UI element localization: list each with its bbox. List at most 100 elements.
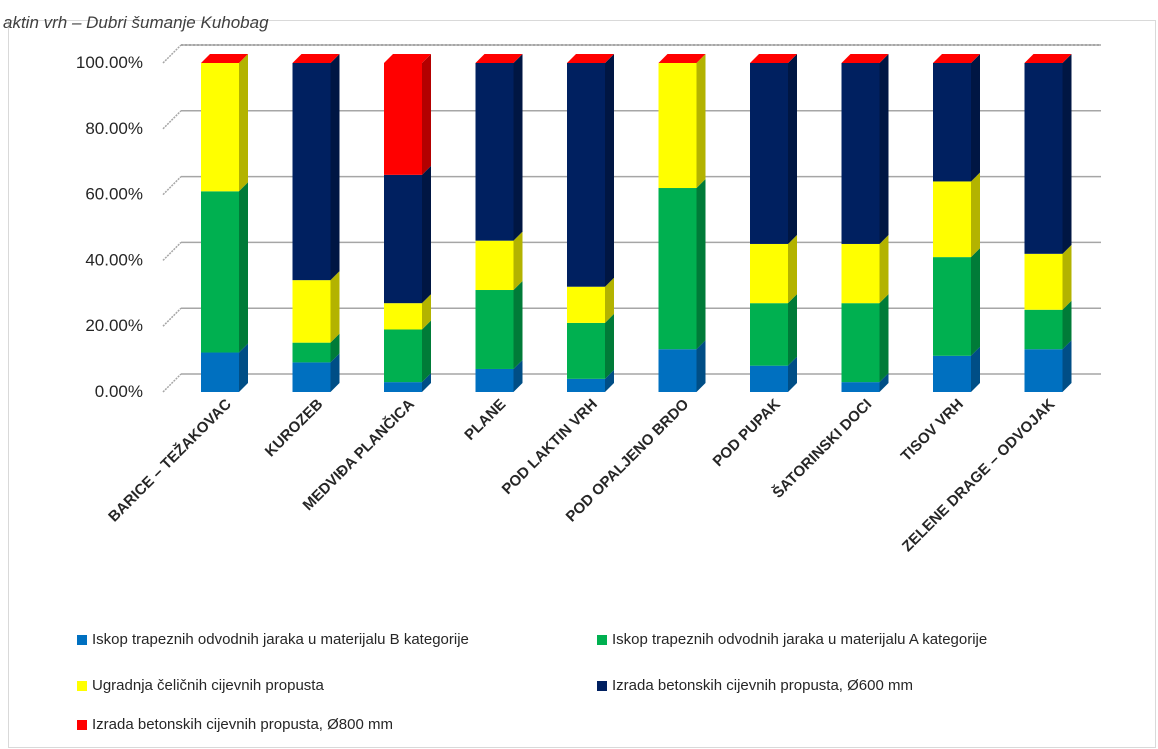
bar-segment-top (475, 54, 523, 63)
bar-stack (933, 54, 980, 392)
bar-stack (201, 54, 248, 392)
bar-segment (475, 240, 514, 291)
legend-label: Izrada betonskih cijevnih propusta, Ø600… (612, 677, 913, 694)
bar-segment (933, 355, 971, 392)
bar-segment (1024, 63, 1063, 254)
legend-item: Ugradnja čeličnih cijevnih propusta (77, 677, 324, 694)
gridline-depth (162, 176, 182, 196)
bar-segment (1024, 309, 1063, 350)
bar-segment (384, 63, 422, 175)
bar-segment-side (879, 54, 889, 244)
bar-segment (841, 303, 880, 383)
x-tick-label: BARICE – TEŽAKOVAC (104, 395, 235, 526)
bar-stack (567, 54, 614, 392)
bar-segment-side (788, 54, 797, 244)
x-tick-label: ŠATORINSKI DOCI (769, 395, 876, 502)
bar-segment (384, 329, 422, 383)
bar-segment (384, 303, 422, 330)
legend-item: Iskop trapeznih odvodnih jaraka u materi… (597, 631, 987, 648)
bar-segment-side (513, 281, 523, 369)
bar-segment-side (422, 373, 431, 392)
bar-segment (292, 63, 331, 281)
bar-segment-side (422, 165, 431, 304)
bar-segment-side (513, 54, 523, 241)
bar-segment-side (971, 54, 980, 182)
bar-segment-side (239, 54, 248, 192)
bar-segment-top (292, 54, 340, 63)
bar-segment-side (879, 234, 889, 304)
bar-segment (750, 365, 788, 392)
legend-label: Ugradnja čeličnih cijevnih propusta (92, 677, 324, 694)
bar-stack (658, 54, 706, 392)
bar-segment-side (422, 294, 431, 330)
bar-segment (384, 382, 422, 392)
y-tick-label: 40.00% (85, 250, 143, 269)
bar-segment (567, 378, 605, 392)
bar-segment (1024, 349, 1063, 392)
bar-segment-side (696, 179, 706, 350)
y-tick-label: 20.00% (85, 316, 143, 335)
bar-segment-side (239, 343, 248, 392)
bar-segment (658, 349, 697, 392)
bar-segment (933, 181, 971, 258)
y-tick-label: 80.00% (85, 119, 143, 138)
bar-segment-top (1024, 54, 1072, 63)
bar-stack (292, 54, 340, 392)
bar-segment-side (330, 333, 340, 363)
bar-segment-side (1062, 54, 1072, 254)
gridline-depth (162, 241, 182, 261)
bar-segment-side (971, 172, 980, 258)
bar-segment-side (330, 271, 340, 343)
bar-segment-side (605, 313, 614, 379)
bar-segment-top (750, 54, 797, 63)
legend-item: Izrada betonskih cijevnih propusta, Ø600… (597, 677, 913, 694)
bar-stack (1024, 54, 1072, 392)
bar-segment-side (971, 346, 980, 392)
bar-segment-side (696, 340, 706, 392)
bar-segment-top (567, 54, 614, 63)
chart-title: aktin vrh – Dubri šumanje Kuhobag (3, 13, 269, 32)
bar-segment-side (971, 248, 980, 356)
bar-segment (750, 303, 788, 366)
bar-stack (384, 54, 431, 392)
legend-label: Iskop trapeznih odvodnih jaraka u materi… (92, 631, 469, 648)
x-tick-label: ZELENE DRAGE – ODVOJAK (899, 396, 1058, 555)
legend-swatch (597, 680, 607, 691)
bar-segment (567, 286, 605, 323)
bar-segment (201, 191, 239, 353)
bar-segment-side (605, 369, 614, 392)
bar-segment-top (658, 54, 706, 63)
bar-stack (841, 54, 889, 392)
legend-item: Iskop trapeznih odvodnih jaraka u materi… (77, 631, 469, 648)
bar-segment-side (605, 54, 614, 287)
x-tick-label: PLANE (461, 396, 509, 444)
legend-swatch (77, 634, 87, 645)
bar-segment (841, 63, 880, 244)
bar-segment-side (879, 294, 889, 383)
bar-segment (841, 382, 880, 392)
bar-segment (750, 63, 788, 244)
bar-segment-side (605, 277, 614, 323)
y-tick-label: 0.00% (95, 382, 143, 401)
bar-segment (567, 63, 605, 287)
bar-segment (933, 257, 971, 356)
bar-segment (750, 243, 788, 304)
bar-segment-side (696, 54, 706, 189)
legend-swatch (597, 634, 607, 645)
bar-segment-side (422, 54, 431, 175)
legend-item: Izrada betonskih cijevnih propusta, Ø800… (77, 716, 393, 733)
bar-segment (658, 63, 697, 189)
bar-segment (567, 322, 605, 379)
bar-segment (384, 174, 422, 304)
bar-segment (475, 368, 514, 392)
bar-segment (933, 63, 971, 182)
bar-segment (292, 342, 331, 363)
bar-segment (292, 280, 331, 343)
bar-segment (292, 362, 331, 392)
bar-segment-side (879, 373, 889, 392)
y-tick-label: 60.00% (85, 185, 143, 204)
legend-label: Iskop trapeznih odvodnih jaraka u materi… (612, 631, 988, 648)
bar-segment-side (330, 54, 340, 281)
bar-stack (750, 54, 797, 392)
